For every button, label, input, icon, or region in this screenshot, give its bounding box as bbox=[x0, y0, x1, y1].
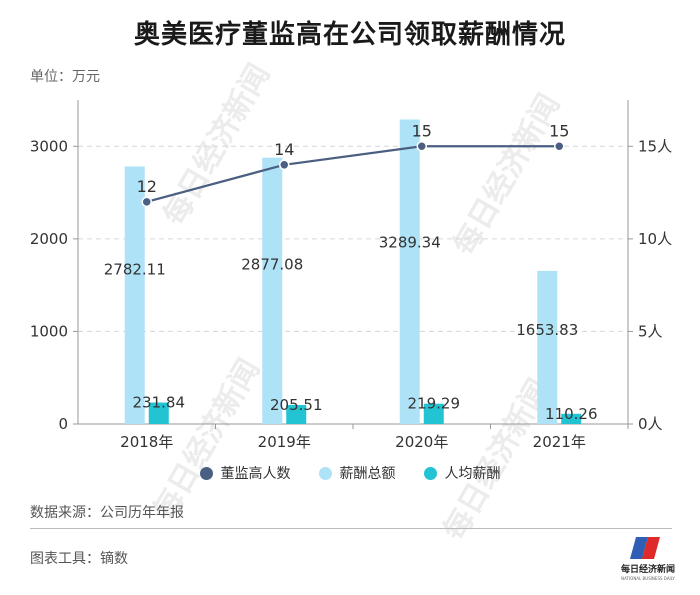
legend-label-avg: 人均薪酬 bbox=[444, 466, 501, 482]
label-total-2: 3289.34 bbox=[379, 233, 441, 251]
nbd-logo: 每日经济新闻 NATIONAL BUSINESS DAILY bbox=[621, 537, 675, 581]
label-total-0: 2782.11 bbox=[104, 261, 166, 279]
unit-label: 单位：万元 bbox=[30, 69, 100, 85]
label-avg-2: 219.29 bbox=[408, 395, 461, 413]
label-avg-0: 231.84 bbox=[133, 394, 186, 412]
bar-avg-1 bbox=[286, 404, 307, 424]
label-headcount-3: 15 bbox=[549, 121, 569, 140]
svg-text:每日经济新闻: 每日经济新闻 bbox=[621, 563, 675, 575]
label-headcount-1: 14 bbox=[274, 140, 294, 159]
y2-tick-label-2: 10人 bbox=[638, 230, 672, 248]
y-tick-label-1: 1000 bbox=[30, 322, 68, 340]
x-tick-label-1: 2019年 bbox=[258, 433, 311, 451]
legend-item-avg: 人均薪酬 bbox=[423, 463, 501, 483]
legend-item-total: 薪酬总额 bbox=[318, 463, 396, 483]
bar-avg-0 bbox=[148, 402, 169, 424]
x-tick-label-0: 2018年 bbox=[120, 433, 173, 451]
label-total-1: 2877.08 bbox=[241, 256, 303, 274]
label-headcount-2: 15 bbox=[412, 121, 432, 140]
bar-avg-2 bbox=[423, 403, 444, 424]
legend-label-line: 董监高人数 bbox=[220, 466, 291, 482]
y2-tick-label-1: 5人 bbox=[638, 322, 663, 340]
y-tick-label-3: 3000 bbox=[30, 137, 68, 155]
label-avg-3: 110.26 bbox=[545, 405, 598, 423]
chart-title: 奥美医疗董监高在公司领取薪酬情况 bbox=[133, 20, 566, 50]
data-source: 数据来源：公司历年年报 bbox=[30, 505, 184, 521]
point-headcount-1 bbox=[279, 159, 290, 171]
y-tick-label-2: 2000 bbox=[30, 230, 68, 248]
point-headcount-0 bbox=[141, 196, 152, 208]
line-headcount bbox=[146, 145, 560, 203]
label-total-3: 1653.83 bbox=[516, 321, 578, 339]
label-headcount-0: 12 bbox=[137, 177, 157, 196]
bar-total-3 bbox=[537, 270, 558, 424]
divider bbox=[30, 528, 672, 529]
point-headcount-3 bbox=[554, 141, 565, 152]
legend-swatch-avg bbox=[423, 466, 437, 480]
chart-tools: 图表工具：镝数 bbox=[30, 551, 128, 567]
y2-tick-label-0: 0人 bbox=[638, 415, 663, 433]
bar-total-1 bbox=[262, 157, 283, 424]
label-avg-1: 205.51 bbox=[270, 396, 323, 414]
chart-canvas: 0 1000 2000 3000 0人 5人 10人 15人 2018年 2019年 2020年 20… bbox=[30, 100, 672, 451]
legend-swatch-total bbox=[318, 466, 332, 480]
chart-legend: 董监高人数 薪酬总额 人均薪酬 bbox=[0, 463, 700, 483]
x-tick-label-3: 2021年 bbox=[533, 433, 586, 451]
bar-avg-3 bbox=[561, 413, 582, 424]
x-tick-label-2: 2020年 bbox=[395, 433, 448, 451]
svg-text:NATIONAL BUSINESS DAILY: NATIONAL BUSINESS DAILY bbox=[621, 576, 675, 581]
legend-item-line: 董监高人数 bbox=[199, 463, 291, 483]
y-tick-label-0: 0 bbox=[58, 415, 68, 433]
y2-tick-label-3: 15人 bbox=[638, 137, 672, 155]
bar-total-2 bbox=[399, 119, 420, 424]
legend-label-total: 薪酬总额 bbox=[339, 466, 396, 482]
bar-total-0 bbox=[124, 166, 145, 424]
legend-swatch-line bbox=[199, 466, 213, 480]
point-headcount-2 bbox=[416, 141, 427, 152]
